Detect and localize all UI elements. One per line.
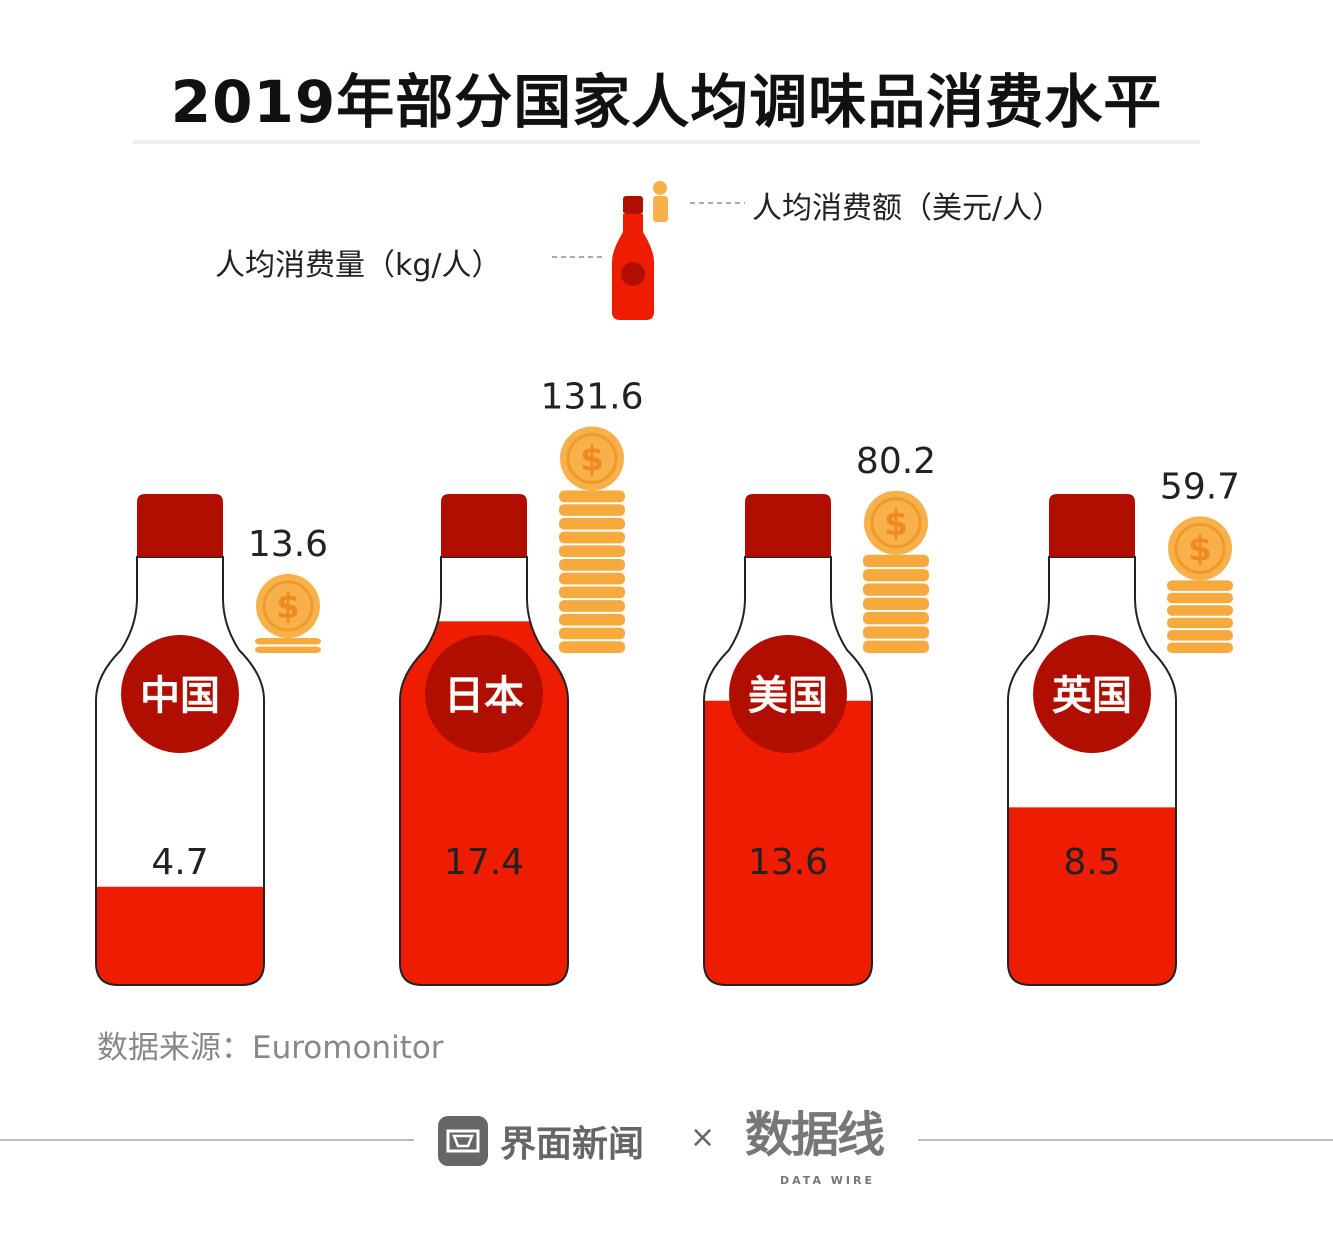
coin-layer [863, 597, 929, 611]
bottle-fill-bar [1008, 807, 1176, 985]
coin-ring [870, 497, 922, 549]
coin-layer [559, 504, 625, 516]
bottle-outline [399, 556, 569, 986]
coin-layer [559, 572, 625, 585]
coin-layer [863, 612, 929, 625]
coin-layer [559, 559, 625, 571]
coin-layer [255, 646, 321, 653]
amount-data-label: 59.7 [1160, 466, 1240, 507]
bottle-cap [745, 494, 831, 557]
bottle-cap [441, 494, 527, 557]
datawire-logo: 数据线 [745, 1107, 885, 1163]
coin-ring [262, 580, 314, 632]
bottle-outline [1007, 556, 1177, 986]
coin-layer [559, 641, 625, 653]
coin-layer [1167, 580, 1233, 591]
times-sign: × [690, 1120, 716, 1155]
footer-divider-left [0, 1139, 414, 1141]
coin-layer [1167, 605, 1233, 616]
amount-data-label: 80.2 [856, 441, 936, 482]
coin-layer [559, 586, 625, 599]
legend-amount: 人均消费额（美元/人） [752, 191, 1063, 226]
coin-layer [559, 517, 625, 530]
coin-layer [863, 554, 929, 568]
coin-layer [1167, 630, 1233, 641]
legend-volume: 人均消费量（kg/人） [215, 248, 502, 283]
bottle-fill-bar [96, 886, 264, 985]
coin-layer [1167, 642, 1233, 653]
country-label: 中国 [140, 673, 220, 719]
coin-layer [559, 545, 625, 558]
volume-data-label: 8.5 [1063, 842, 1120, 883]
coin-layer [863, 583, 929, 596]
bottle-chart: 中国 4.7 $13.6 日本 17.4 $131.6 美国 13.6 $80.2 英国 8.5 $5… [95, 377, 1240, 986]
dollar-icon: $ [580, 440, 604, 480]
coin-layer [1167, 617, 1233, 629]
coin-layer [559, 490, 625, 503]
amount-data-label: 13.6 [248, 524, 328, 565]
volume-data-label: 13.6 [748, 842, 828, 883]
country-label: 英国 [1052, 673, 1132, 719]
coin-layer [559, 627, 625, 640]
volume-data-label: 17.4 [444, 842, 524, 883]
country-label: 美国 [748, 673, 828, 719]
chart-title: 2019年部分国家人均调味品消费水平 [170, 68, 1163, 136]
legend-bottle-icon [552, 181, 745, 320]
volume-data-label: 4.7 [151, 842, 208, 883]
country-label: 日本 [444, 673, 524, 719]
coin-layer [1167, 592, 1233, 604]
legend-coin-icon [653, 181, 668, 222]
coin-layer [559, 613, 625, 626]
bottle-cap [1049, 494, 1135, 557]
footer-divider-right [918, 1139, 1333, 1141]
coin-layer [559, 600, 625, 612]
dollar-icon: $ [276, 587, 300, 627]
coin-layer [863, 640, 929, 653]
coin-ring [1174, 522, 1226, 574]
coin-layer [255, 638, 321, 645]
brand-name: 界面新闻 [500, 1124, 645, 1165]
country-badge [425, 635, 543, 753]
country-badge [1033, 635, 1151, 753]
amount-data-label: 131.6 [540, 377, 643, 418]
coin-layer [559, 531, 625, 544]
bottle-outline [703, 556, 873, 986]
coin-layer [863, 626, 929, 639]
source-note: 数据来源：Euromonitor [97, 1030, 444, 1066]
country-badge [729, 635, 847, 753]
dollar-icon: $ [884, 504, 908, 544]
title-divider [133, 140, 1200, 144]
dollar-icon: $ [1188, 529, 1212, 569]
bottle-outline [95, 556, 265, 986]
jiemian-logo-icon [438, 1116, 488, 1166]
coin-layer [863, 569, 929, 582]
datawire-subtitle: DATA WIRE [780, 1174, 875, 1187]
bottle-cap [137, 494, 223, 557]
coin-ring [566, 433, 618, 484]
brand-jiemian: 界面新闻 [438, 1115, 644, 1167]
country-badge [121, 635, 239, 753]
